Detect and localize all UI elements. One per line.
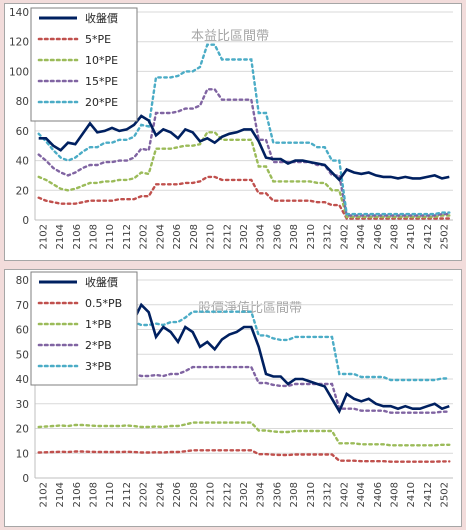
legend-box (30, 271, 138, 386)
pe-band-chart: 本益比區間帶 0 20 40 60 80 100 120 140 2102 2104 2106 210… (4, 3, 462, 261)
x-tick-label: 2404 (356, 482, 367, 507)
x-tick-label: 2106 (72, 482, 83, 507)
x-tick-label: 2104 (55, 224, 66, 249)
legend-label-pe10: 10*PE (85, 54, 118, 67)
x-tick-label: 2112 (122, 224, 133, 249)
series-line-pb1 (37, 421, 451, 447)
x-tick-label: 2212 (222, 224, 233, 249)
legend-label-pe20: 20*PE (85, 96, 118, 109)
x-tick-label: 2310 (306, 224, 317, 249)
x-tick-label: 2202 (139, 224, 150, 249)
x-tick-label: 2412 (423, 482, 434, 507)
x-tick-label: 2308 (289, 224, 300, 249)
y-tick-label: 40 (16, 156, 29, 168)
x-tick-label: 2404 (356, 224, 367, 249)
x-tick-label: 2402 (339, 482, 350, 507)
x-tick-label: 2202 (139, 482, 150, 507)
x-tick-label: 2210 (206, 482, 217, 507)
y-tick-label: 80 (16, 275, 29, 287)
x-tick-label: 2210 (206, 224, 217, 249)
x-tick-label: 2102 (38, 482, 49, 507)
x-tick-label: 2302 (239, 224, 250, 249)
legend-label-pb3: 3*PB (85, 360, 112, 373)
x-tick-label: 2204 (155, 482, 166, 507)
x-tick-label: 2410 (406, 224, 417, 249)
x-tick-label: 2406 (373, 224, 384, 249)
x-tick-label: 2302 (239, 482, 250, 507)
x-tick-label: 2108 (89, 224, 100, 249)
legend-label-pe5: 5*PE (85, 33, 111, 46)
y-tick-label: 0 (22, 215, 29, 227)
y-tick-label: 30 (16, 399, 29, 411)
x-tick-label: 2110 (105, 224, 116, 249)
x-tick-label: 2306 (272, 482, 283, 507)
x-tick-label: 2310 (306, 482, 317, 507)
y-tick-label: 20 (16, 185, 29, 197)
y-tick-label: 60 (16, 325, 29, 337)
y-tick-label: 0 (22, 473, 29, 485)
x-tick-label: 2106 (72, 224, 83, 249)
series-line-pe5 (37, 175, 451, 220)
y-tick-label: 50 (16, 349, 29, 361)
y-tick-label: 60 (16, 126, 29, 138)
x-tick-label: 2208 (189, 224, 200, 249)
x-tick-label: 2412 (423, 224, 434, 249)
series-line-pe15 (37, 88, 451, 217)
pb-band-chart-svg: 股價淨值比區間帶 0 10 20 30 40 50 60 70 80 2102 2104 2106 21… (16, 271, 453, 507)
series-line-pb3 (37, 310, 451, 382)
x-tick-label: 2402 (339, 224, 350, 249)
pe-band-chart-svg: 本益比區間帶 0 20 40 60 80 100 120 140 2102 2104 2106 210… (9, 7, 453, 249)
x-tick-label: 2312 (323, 482, 334, 507)
y-tick-label: 10 (16, 448, 29, 460)
x-tick-label: 2408 (389, 224, 400, 249)
x-tick-label: 2212 (222, 482, 233, 507)
y-tick-label: 100 (9, 66, 29, 78)
legend-label-pe15: 15*PE (85, 75, 118, 88)
x-tick-label: 2208 (189, 482, 200, 507)
series-line-pe20 (37, 43, 451, 216)
x-tick-label: 2304 (256, 482, 267, 507)
series-line-pb05 (37, 449, 451, 463)
y-tick-label: 120 (9, 37, 29, 49)
series-line-close (38, 114, 450, 182)
x-tick-label: 2108 (89, 482, 100, 507)
x-tick-label: 2204 (155, 224, 166, 249)
x-tick-label: 2102 (38, 224, 49, 249)
x-tick-label: 2312 (323, 224, 334, 249)
x-tick-label: 2206 (172, 224, 183, 249)
legend-label-pb2: 2*PB (85, 339, 112, 352)
x-tick-label: 2206 (172, 482, 183, 507)
x-tick-label: 2410 (406, 482, 417, 507)
pb-band-chart: 股價淨值比區間帶 0 10 20 30 40 50 60 70 80 2102 2104 2106 21… (4, 269, 462, 527)
x-tick-label: 2104 (55, 482, 66, 507)
x-tick-label: 2112 (122, 482, 133, 507)
x-tick-label: 2304 (256, 224, 267, 249)
x-tick-label: 2306 (272, 224, 283, 249)
y-tick-label: 20 (16, 424, 29, 436)
y-tick-label: 80 (16, 96, 29, 108)
legend-label-pb05: 0.5*PB (85, 297, 122, 310)
legend-label-pb1: 1*PB (85, 318, 112, 331)
pe-band-chart-title: 本益比區間帶 (191, 29, 269, 44)
x-tick-label: 2502 (440, 224, 451, 249)
x-tick-label: 2502 (440, 482, 451, 507)
legend-box (30, 7, 138, 122)
pb-band-chart-title: 股價淨值比區間帶 (198, 300, 302, 316)
y-tick-label: 140 (9, 7, 29, 19)
x-tick-label: 2408 (389, 482, 400, 507)
series-line-pe10 (37, 131, 451, 219)
legend-label-close: 收盤價 (85, 275, 118, 289)
legend-label-close: 收盤價 (85, 11, 118, 25)
x-tick-label: 2406 (373, 482, 384, 507)
x-tick-label: 2110 (105, 482, 116, 507)
x-tick-label: 2308 (289, 482, 300, 507)
y-tick-label: 70 (16, 300, 29, 312)
y-tick-label: 40 (16, 374, 29, 386)
